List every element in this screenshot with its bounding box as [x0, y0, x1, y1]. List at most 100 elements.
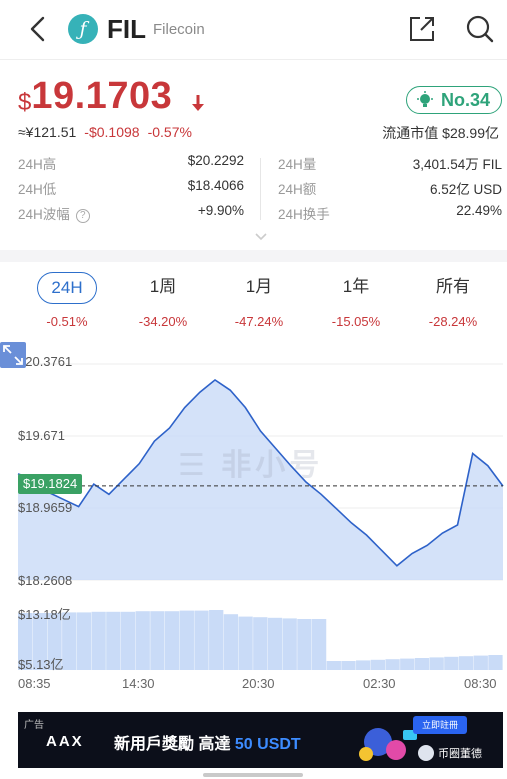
tab-change: -34.20% — [138, 314, 188, 329]
volume-bar — [164, 611, 180, 670]
volume-bar — [385, 659, 400, 670]
y-axis-label: $19.671 — [18, 428, 65, 443]
x-axis-time-label: 02:30 — [363, 676, 396, 691]
volume-bar — [458, 656, 474, 670]
cny-approx-price: ≈¥121.51 — [18, 124, 77, 140]
stat-label-with-help: 24H波幅? — [18, 203, 90, 223]
volume-bar — [223, 614, 239, 670]
ad-illustration — [359, 728, 417, 761]
fullscreen-icon[interactable] — [0, 342, 26, 368]
y-axis-label-max: $20.3761 — [18, 354, 73, 369]
home-indicator — [203, 773, 303, 777]
share-icon[interactable] — [408, 15, 436, 43]
section-divider — [0, 250, 507, 262]
stat-value: 3,401.54万 FIL — [412, 157, 502, 172]
stat-label: 24H量 — [278, 157, 317, 172]
stat-value: $18.4066 — [187, 178, 244, 193]
tab-1month[interactable]: 1月 -47.24% — [221, 272, 297, 329]
current-price: $19.1703 — [18, 75, 172, 118]
ad-headline-accent: 50 USDT — [234, 736, 301, 753]
coin-name: Filecoin — [153, 21, 205, 38]
volume-bar — [282, 618, 297, 670]
x-axis-time-label: 08:35 — [18, 676, 51, 691]
price-down-arrow-icon — [192, 95, 204, 111]
ad-headline: 新用戶獎勵 高達 50 USDT — [114, 730, 301, 754]
stat-row-24h-high: 24H高 $20.2292 — [18, 153, 244, 178]
volume-bar — [297, 619, 312, 670]
ad-source-label: 币圈董德 — [438, 748, 482, 760]
tab-change: -15.05% — [331, 314, 381, 329]
stat-row-24h-turnover-rate: 24H换手 22.49% — [278, 203, 502, 228]
price-change-pct: -0.57% — [147, 124, 192, 140]
volume-bar — [135, 611, 150, 670]
tab-all[interactable]: 所有 -28.24% — [415, 272, 491, 329]
volume-bar — [238, 616, 253, 670]
x-axis-time-label: 20:30 — [242, 676, 275, 691]
volume-bar — [76, 612, 92, 670]
tab-label: 1年 — [342, 277, 370, 296]
tab-1year[interactable]: 1年 -15.05% — [318, 272, 394, 329]
volume-bar — [209, 610, 224, 670]
tab-label: 所有 — [436, 277, 470, 296]
back-arrow-icon[interactable] — [26, 14, 50, 44]
rank-badge[interactable]: No.34 — [406, 86, 502, 114]
search-icon[interactable] — [465, 14, 495, 44]
stats-divider — [260, 158, 261, 220]
stat-value: +9.90% — [197, 203, 244, 218]
stat-value: 6.52亿 USD — [429, 182, 502, 197]
chevron-down-icon[interactable] — [254, 232, 268, 242]
stat-label: 24H额 — [278, 182, 317, 197]
volume-bar — [194, 610, 209, 670]
top-nav-bar: ƒ FIL Filecoin — [0, 0, 507, 60]
tab-change: -0.51% — [46, 314, 88, 329]
stats-right-column: 24H量 3,401.54万 FIL 24H额 6.52亿 USD 24H换手 … — [278, 153, 502, 228]
stat-label: 24H低 — [18, 182, 57, 197]
price-currency-symbol: $ — [18, 89, 32, 116]
volume-bar — [91, 611, 106, 670]
stat-value: $20.2292 — [187, 153, 244, 168]
stat-row-24h-amplitude: 24H波幅? +9.90% — [18, 203, 244, 228]
watermark: ☰ 非小号 — [178, 449, 324, 482]
price-chart[interactable]: ☰ 非小号 $20.3761 $19.671 $18.9659 $18.2608… — [0, 342, 507, 702]
period-tabs: 24H -0.51% 1周 -34.20% 1月 -47.24% 1年 -15.… — [0, 262, 507, 342]
stat-row-24h-volume: 24H量 3,401.54万 FIL — [278, 153, 502, 178]
volume-bar — [18, 613, 33, 670]
filecoin-logo-icon: ƒ — [68, 14, 98, 44]
lightbulb-icon — [417, 91, 433, 107]
price-value: 19.1703 — [31, 75, 173, 117]
x-axis-time-label: 08:30 — [464, 676, 497, 691]
volume-bar — [444, 656, 459, 670]
volume-bar — [311, 619, 327, 670]
help-icon[interactable]: ? — [75, 209, 90, 223]
volume-bar — [179, 610, 194, 670]
tab-change: -47.24% — [234, 314, 284, 329]
current-price-tag: $19.1824 — [18, 474, 83, 494]
volume-bar — [62, 612, 77, 670]
tab-label: 1周 — [149, 277, 177, 296]
coin-symbol: FIL — [107, 14, 146, 44]
volume-bar — [267, 617, 283, 670]
stat-row-24h-turnover-amount: 24H额 6.52亿 USD — [278, 178, 502, 203]
stats-left-column: 24H高 $20.2292 24H低 $18.4066 24H波幅? +9.90… — [18, 153, 244, 228]
stat-label: 24H换手 — [278, 207, 330, 222]
volume-bar — [32, 613, 47, 670]
volume-bar — [429, 657, 444, 670]
volume-bar — [488, 655, 503, 670]
rank-label: No.34 — [441, 90, 491, 110]
tab-label: 1月 — [245, 277, 273, 296]
tab-1week[interactable]: 1周 -34.20% — [125, 272, 201, 329]
stat-row-24h-low: 24H低 $18.4066 — [18, 178, 244, 203]
ad-banner[interactable]: 广告 AAX 新用戶獎勵 高達 50 USDT 立即註冊 币圈董德 — [18, 712, 503, 768]
volume-bar — [370, 659, 386, 670]
volume-bar — [106, 611, 121, 670]
y-axis-label: $18.9659 — [18, 500, 73, 515]
tab-24h[interactable]: 24H -0.51% — [29, 272, 105, 329]
ad-tag: 广告 — [24, 720, 44, 731]
market-cap: 流通市值 $28.99亿 — [382, 125, 499, 141]
volume-bar — [150, 611, 165, 670]
stat-label: 24H波幅 — [18, 207, 70, 222]
wechat-account-avatar — [418, 745, 434, 761]
ad-register-button[interactable]: 立即註冊 — [413, 716, 467, 734]
price-line — [17, 378, 504, 567]
tab-change: -28.24% — [428, 314, 478, 329]
